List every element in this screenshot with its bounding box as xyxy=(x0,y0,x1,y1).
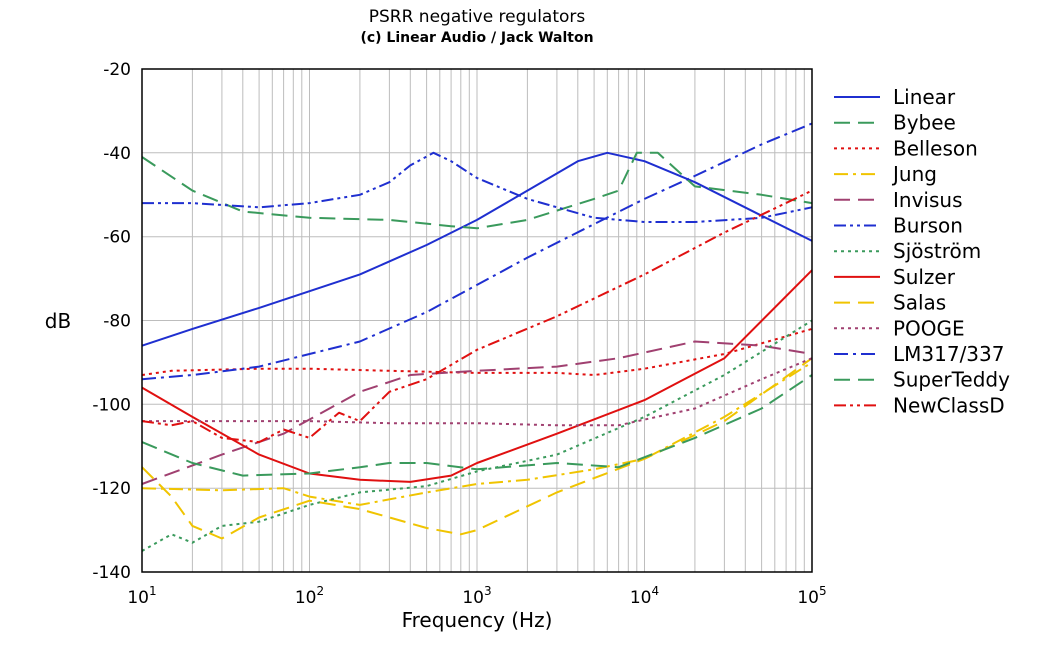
series-line-salas xyxy=(141,357,813,540)
legend-label: POOGE xyxy=(893,316,965,340)
legend-label: Sulzer xyxy=(893,265,956,289)
series-line-lm317-337 xyxy=(141,122,813,381)
legend-label: Sjöström xyxy=(893,239,981,263)
y-tick-label: -140 xyxy=(92,563,131,583)
y-tick-label: -60 xyxy=(103,228,131,248)
y-tick-label: -80 xyxy=(103,312,131,332)
y-tick-label: -100 xyxy=(92,395,131,415)
y-tick-label: -120 xyxy=(92,479,131,499)
series-line-superteddy xyxy=(141,374,813,477)
series-lines xyxy=(141,122,813,552)
chart-title: PSRR negative regulators xyxy=(369,7,586,27)
legend-label: LM317/337 xyxy=(893,342,1004,366)
x-tick-label: 101 xyxy=(127,584,156,608)
y-tick-label: -20 xyxy=(103,60,131,80)
x-tick-label: 103 xyxy=(462,584,491,608)
legend-label: Salas xyxy=(893,291,946,315)
series-line-pooge xyxy=(142,357,813,427)
series-line-jung xyxy=(141,361,813,506)
legend: LinearBybeeBellesonJungInvisusBursonSjös… xyxy=(834,85,1010,417)
legend-label: Linear xyxy=(893,85,956,109)
y-axis-label: dB xyxy=(45,309,71,333)
legend-label: Burson xyxy=(893,214,963,238)
series-line-sulzer xyxy=(141,269,813,483)
series-line-sj-str-m xyxy=(141,319,813,552)
legend-label: Jung xyxy=(891,162,937,186)
x-tick-labels: 101 102 103 104 105 xyxy=(127,584,826,608)
legend-label: Belleson xyxy=(893,136,978,160)
legend-label: SuperTeddy xyxy=(893,368,1010,392)
y-tick-label: -40 xyxy=(103,144,131,164)
x-tick-label: 105 xyxy=(797,584,826,608)
x-tick-label: 104 xyxy=(630,584,659,608)
x-tick-label: 102 xyxy=(295,584,324,608)
plot-frame xyxy=(141,68,813,573)
series-line-newclassd xyxy=(141,189,813,444)
legend-label: NewClassD xyxy=(893,393,1005,417)
legend-label: Invisus xyxy=(893,188,962,212)
x-axis-label: Frequency (Hz) xyxy=(402,608,553,632)
legend-label: Bybee xyxy=(893,111,956,135)
chart-subtitle: (c) Linear Audio / Jack Walton xyxy=(360,30,593,46)
y-tick-labels: -20 -40 -60 -80 -100 -120 -140 xyxy=(92,60,131,583)
plot-grid xyxy=(142,69,812,572)
